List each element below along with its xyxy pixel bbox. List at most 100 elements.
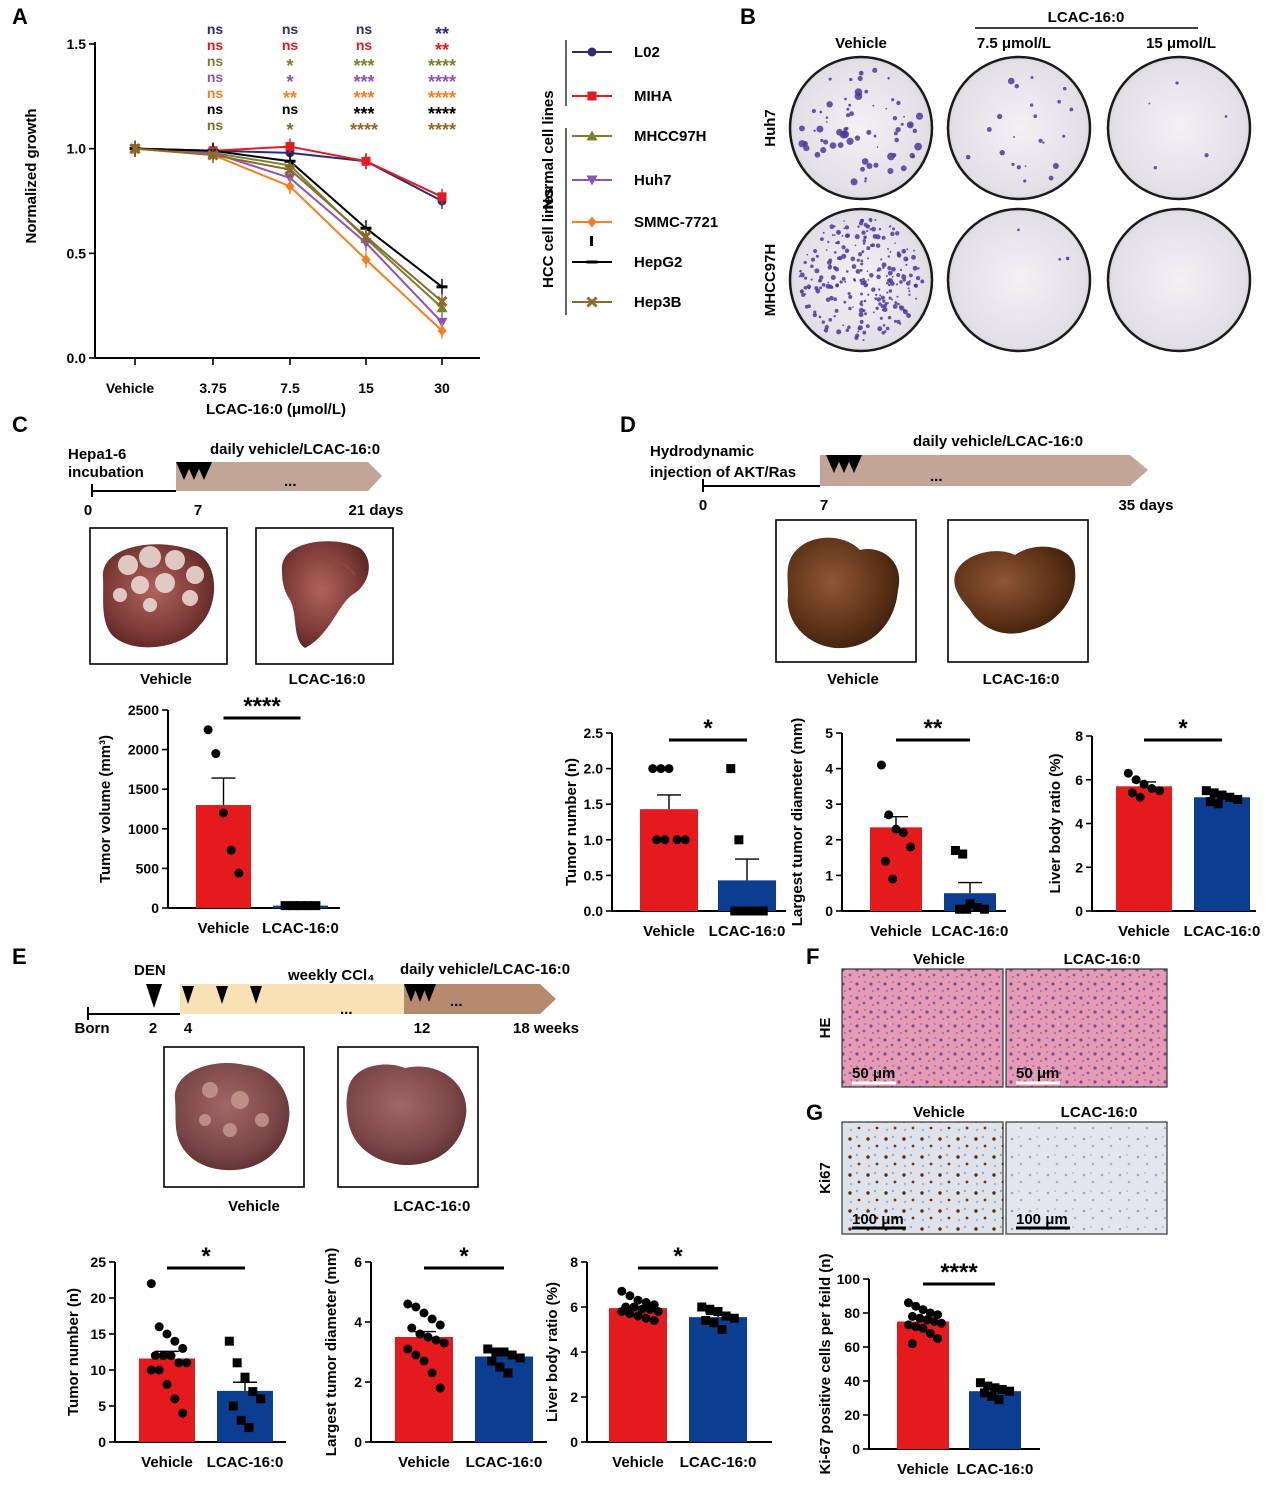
colony bbox=[892, 115, 898, 121]
D3-ytick-label: 2 bbox=[1075, 859, 1083, 875]
colony bbox=[810, 264, 814, 269]
panel-d-tumor-diameter-chart: 0 1 2 3 4 5 Vehicle LCAC-16:0 ** Largest tumor di… bbox=[789, 715, 1008, 940]
legend-label-Hep3B: Hep3B bbox=[634, 294, 682, 311]
c-photo-label-lcac: LCAC-16:0 bbox=[289, 671, 366, 688]
E1-point-veh bbox=[170, 1394, 180, 1404]
e-den-label: DEN bbox=[134, 962, 166, 979]
colony bbox=[842, 324, 845, 327]
panel-label-c: C bbox=[12, 412, 28, 437]
colony bbox=[847, 325, 851, 330]
E1-ytick-label: 15 bbox=[90, 1326, 106, 1342]
D3-point-veh bbox=[1127, 788, 1137, 798]
D1-point-veh bbox=[680, 835, 690, 845]
colony bbox=[825, 283, 831, 289]
colony bbox=[872, 67, 878, 73]
a-point-SMMC-7721 bbox=[285, 180, 295, 192]
a-point-Hep3B bbox=[129, 143, 141, 155]
colony bbox=[875, 306, 879, 310]
a-point-Hep3B bbox=[284, 164, 296, 176]
legend-label-MHCC97H: MHCC97H bbox=[634, 128, 707, 145]
E1-ytick-label: 5 bbox=[98, 1398, 106, 1414]
a-point-HepG2 bbox=[360, 226, 372, 230]
E3-point-veh bbox=[625, 1291, 635, 1301]
e-tick-born: Born bbox=[75, 1020, 110, 1037]
a-xtick-label: Vehicle bbox=[106, 380, 154, 396]
a-point-MIHA bbox=[437, 192, 447, 202]
row-mhcc97h: MHCC97H bbox=[762, 244, 779, 317]
E3-point-veh bbox=[649, 1316, 659, 1325]
E2-ytick-label: 6 bbox=[354, 1254, 362, 1270]
C-ytick-label: 500 bbox=[136, 860, 160, 876]
colony bbox=[874, 297, 878, 301]
colony bbox=[986, 127, 992, 132]
legend-label-L02: L02 bbox=[634, 44, 660, 61]
d-photo-label-lcac: LCAC-16:0 bbox=[983, 671, 1060, 688]
colony bbox=[854, 88, 863, 96]
legend-marker-HepG2 bbox=[586, 260, 598, 264]
colony bbox=[888, 225, 892, 228]
a-sig-MHCC97H: **** bbox=[428, 56, 456, 76]
c-photo-label-vehicle: Vehicle bbox=[140, 671, 192, 688]
colony bbox=[864, 89, 869, 94]
D3-xtick-label: LCAC-16:0 bbox=[1184, 923, 1261, 940]
legend-label-SMMC-7721: SMMC-7721 bbox=[634, 214, 718, 231]
colony bbox=[1062, 134, 1066, 138]
D1-point-lcac bbox=[738, 906, 748, 916]
panel-a-significance-table: ns ns ns **ns ns ns **ns * *** ****ns * *** ****ns **… bbox=[207, 21, 456, 140]
colony bbox=[858, 312, 864, 318]
liver-photo-e-vehicle bbox=[174, 1063, 290, 1171]
panel-d-tumor-number-chart: 0.0 0.5 1.0 1.5 2.0 2.5 Vehicle LCAC-16:0 * Tumor… bbox=[563, 715, 786, 940]
a-ytick-label: 1.5 bbox=[67, 36, 87, 52]
G-point-veh bbox=[933, 1310, 943, 1320]
E2-point-veh bbox=[411, 1302, 421, 1312]
C-ytick-label: 2000 bbox=[128, 742, 159, 758]
G-bar-0 bbox=[897, 1321, 949, 1449]
liver-photo-e-lcac bbox=[346, 1064, 467, 1165]
colony bbox=[902, 309, 908, 315]
E3-point-veh bbox=[633, 1295, 643, 1305]
liver-photo-d-lcac bbox=[954, 546, 1076, 634]
a-sig-MIHA: ns bbox=[356, 37, 373, 53]
colony bbox=[860, 166, 865, 172]
E1-point-lcac bbox=[232, 1358, 242, 1368]
d-photo-label-vehicle: Vehicle bbox=[827, 671, 879, 688]
D3-ytick-label: 4 bbox=[1075, 816, 1083, 832]
D2-point-veh bbox=[884, 810, 894, 820]
colony bbox=[829, 295, 834, 301]
dish-huh7-15 bbox=[1106, 55, 1252, 201]
colony bbox=[866, 229, 869, 233]
a-sig-MHCC97H: * bbox=[286, 56, 293, 76]
colony bbox=[806, 253, 809, 256]
colony bbox=[1204, 153, 1209, 158]
C-ytick-label: 0 bbox=[151, 900, 159, 916]
E3-point-veh bbox=[633, 1311, 643, 1321]
E2-point-veh bbox=[419, 1356, 429, 1366]
E2-point-lcac bbox=[483, 1344, 493, 1354]
a-point-Hep3B-b bbox=[436, 295, 448, 308]
panel-e-photos: Vehicle LCAC-16:0 bbox=[163, 1046, 479, 1215]
E1-point-veh bbox=[162, 1379, 172, 1389]
g-scale-lcac: 100 μm bbox=[1016, 1211, 1068, 1228]
G-point-lcac bbox=[987, 1391, 997, 1401]
G-point-lcac bbox=[994, 1395, 1004, 1405]
E3-ytick-label: 8 bbox=[570, 1254, 578, 1270]
E1-point-veh bbox=[178, 1408, 188, 1418]
colony bbox=[879, 294, 882, 297]
E1-point-veh bbox=[170, 1336, 180, 1346]
colony bbox=[860, 259, 864, 263]
colony bbox=[892, 304, 898, 309]
c-tick-21: 21 days bbox=[348, 502, 403, 519]
C-point-veh bbox=[234, 868, 244, 878]
E1-ytick-label: 20 bbox=[90, 1290, 106, 1306]
a-sig-HepG2: **** bbox=[428, 104, 456, 124]
G-point-lcac bbox=[979, 1388, 989, 1398]
colony bbox=[845, 113, 851, 118]
colony bbox=[912, 265, 918, 271]
colony bbox=[844, 280, 847, 283]
colonies bbox=[798, 67, 1228, 342]
D1-point-lcac bbox=[758, 906, 768, 916]
E1-point-veh bbox=[166, 1351, 176, 1361]
a-point-HepG2 bbox=[284, 159, 296, 163]
a-point-Hep3B bbox=[207, 149, 219, 161]
e-daily-label: daily vehicle/LCAC-16:0 bbox=[400, 961, 570, 978]
